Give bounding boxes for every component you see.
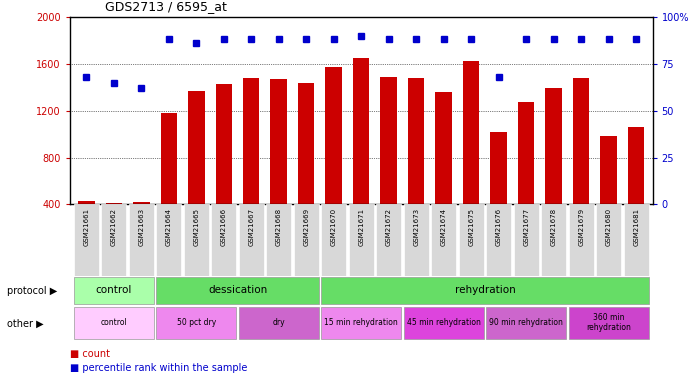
Bar <box>487 204 511 276</box>
Text: control: control <box>96 285 132 295</box>
Bar <box>78 201 94 204</box>
Text: GDS2713 / 6595_at: GDS2713 / 6595_at <box>105 0 227 13</box>
Bar <box>376 204 401 276</box>
Bar <box>105 203 122 204</box>
Bar <box>380 76 397 204</box>
Text: GSM21674: GSM21674 <box>440 208 447 246</box>
Text: GSM21662: GSM21662 <box>111 208 117 246</box>
Bar <box>156 204 181 276</box>
Bar <box>404 308 484 339</box>
Bar <box>569 308 648 339</box>
Bar <box>321 308 401 339</box>
Text: GSM21678: GSM21678 <box>551 208 557 246</box>
Bar <box>628 127 644 204</box>
Bar <box>129 204 154 276</box>
Bar <box>294 204 318 276</box>
Bar <box>487 308 566 339</box>
Text: GSM21676: GSM21676 <box>496 208 502 246</box>
Text: GSM21668: GSM21668 <box>276 208 282 246</box>
Text: GSM21667: GSM21667 <box>248 208 254 246</box>
Text: GSM21672: GSM21672 <box>386 208 392 246</box>
Text: GSM21675: GSM21675 <box>468 208 474 246</box>
Text: GSM21680: GSM21680 <box>606 208 611 246</box>
Text: rehydration: rehydration <box>454 285 515 295</box>
Text: GSM21664: GSM21664 <box>165 208 172 246</box>
Bar <box>156 308 236 339</box>
Bar <box>321 277 648 304</box>
Bar <box>436 92 452 204</box>
Text: GSM21679: GSM21679 <box>578 208 584 246</box>
Bar <box>161 113 177 204</box>
Bar <box>569 204 593 276</box>
Bar <box>156 277 318 304</box>
Bar <box>74 277 154 304</box>
Bar <box>243 78 260 204</box>
Bar <box>325 67 342 204</box>
Bar <box>239 204 264 276</box>
Bar <box>271 79 287 204</box>
Bar <box>239 308 318 339</box>
Text: ■ count: ■ count <box>70 350 110 359</box>
Bar <box>431 204 456 276</box>
Bar <box>596 204 621 276</box>
Text: other ▶: other ▶ <box>7 318 43 328</box>
Text: GSM21663: GSM21663 <box>138 208 144 246</box>
Bar <box>74 308 154 339</box>
Text: GSM21669: GSM21669 <box>303 208 309 246</box>
Bar <box>463 62 480 204</box>
Text: 50 pct dry: 50 pct dry <box>177 318 216 327</box>
Bar <box>298 82 315 204</box>
Text: GSM21661: GSM21661 <box>83 208 89 246</box>
Bar <box>74 204 98 276</box>
Bar <box>184 204 209 276</box>
Text: 90 min rehydration: 90 min rehydration <box>489 318 563 327</box>
Bar <box>211 204 236 276</box>
Text: ■ percentile rank within the sample: ■ percentile rank within the sample <box>70 363 247 373</box>
Bar <box>349 204 373 276</box>
Bar <box>514 204 539 276</box>
Text: dry: dry <box>272 318 285 327</box>
Bar <box>408 78 424 204</box>
Bar <box>491 132 507 204</box>
Bar <box>101 204 126 276</box>
Text: GSM21670: GSM21670 <box>331 208 336 246</box>
Text: 360 min
rehydration: 360 min rehydration <box>586 313 631 332</box>
Bar <box>541 204 566 276</box>
Bar <box>459 204 484 276</box>
Bar <box>321 204 346 276</box>
Bar <box>624 204 648 276</box>
Bar <box>545 88 562 204</box>
Text: protocol ▶: protocol ▶ <box>7 286 57 296</box>
Text: GSM21681: GSM21681 <box>633 208 639 246</box>
Bar <box>267 204 291 276</box>
Text: GSM21671: GSM21671 <box>358 208 364 246</box>
Bar <box>518 102 535 204</box>
Bar <box>133 202 149 204</box>
Text: GSM21677: GSM21677 <box>524 208 529 246</box>
Text: GSM21673: GSM21673 <box>413 208 419 246</box>
Bar <box>216 84 232 204</box>
Text: GSM21666: GSM21666 <box>221 208 227 246</box>
Bar <box>600 136 617 204</box>
Bar <box>353 58 369 204</box>
Bar <box>404 204 429 276</box>
Bar <box>188 91 205 204</box>
Text: 15 min rehydration: 15 min rehydration <box>325 318 398 327</box>
Bar <box>573 78 589 204</box>
Text: GSM21665: GSM21665 <box>193 208 199 246</box>
Text: 45 min rehydration: 45 min rehydration <box>407 318 481 327</box>
Text: control: control <box>101 318 127 327</box>
Text: dessication: dessication <box>208 285 267 295</box>
